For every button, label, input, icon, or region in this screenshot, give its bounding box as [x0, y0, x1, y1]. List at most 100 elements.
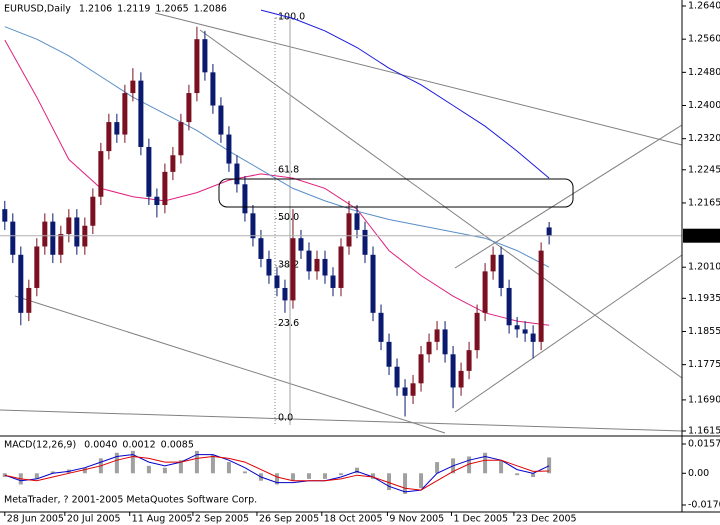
macd-bar: [355, 467, 360, 474]
fib-label: 38.2: [278, 259, 299, 270]
candle-body: [466, 350, 472, 371]
macd-bar: [274, 473, 279, 485]
x-tick-label: 2 Sep 2005: [195, 514, 249, 525]
y-tick-label: 1.2165: [688, 197, 720, 208]
candle-body: [354, 213, 360, 230]
y-tick-label: 0.0157: [688, 439, 720, 450]
signal-line: [4, 455, 550, 491]
candle-body: [370, 254, 376, 313]
macd-bar: [322, 473, 327, 479]
trend-line: [199, 29, 683, 379]
y-tick-label: 1.2560: [688, 34, 720, 45]
indicator-readout: 0.0040: [84, 440, 117, 451]
macd-bar: [403, 473, 408, 494]
macd-bar: [130, 450, 135, 474]
ohlc-readout: 1.2065: [155, 4, 188, 15]
candle-body: [482, 271, 488, 313]
macd-bar: [178, 460, 183, 474]
candle-body: [2, 209, 8, 222]
candle-body: [186, 93, 192, 123]
candle-body: [346, 213, 352, 247]
candle-body: [530, 333, 536, 342]
candle-body: [450, 354, 456, 388]
candle-body: [194, 39, 200, 94]
y-tick-label: 1.2320: [688, 133, 720, 144]
candle-body: [66, 217, 72, 235]
candle-body: [298, 238, 304, 251]
candle-body: [522, 329, 528, 334]
macd-bar: [114, 452, 119, 474]
candle-body: [498, 254, 504, 288]
x-tick-label: 9 Nov 2005: [389, 514, 444, 525]
macd-bar: [419, 473, 424, 489]
candle-body: [218, 105, 224, 135]
y-tick-label: 1.1775: [688, 359, 720, 370]
candle-body: [106, 122, 112, 152]
x-tick-label: 28 Jun 2005: [7, 514, 64, 525]
candle-body: [242, 184, 248, 214]
candle-body: [322, 258, 328, 276]
macd-line: [4, 454, 550, 493]
y-tick-label: 0.00: [688, 468, 709, 479]
ohlc-readout: 1.2086: [194, 4, 227, 15]
candle-body: [178, 122, 184, 156]
candle-body: [138, 80, 144, 147]
candle-body: [378, 312, 384, 342]
candle-body: [26, 287, 32, 313]
fib-label: 50.0: [278, 212, 299, 223]
y-tick-label: 1.2245: [688, 164, 720, 175]
indicator-title: MACD(12,26,9): [4, 440, 76, 451]
macd-bar: [547, 457, 552, 474]
price-marker-label: 1.2086: [687, 230, 720, 241]
candle-body: [90, 196, 96, 226]
macd-bar: [531, 473, 536, 478]
y-tick-label: 1.2400: [688, 100, 720, 111]
macd-bar: [435, 462, 440, 474]
candle-body: [34, 246, 40, 288]
macd-bar: [50, 471, 55, 474]
candle-body: [42, 221, 48, 247]
candle-body: [538, 250, 544, 342]
macd-bar: [387, 473, 392, 491]
macd-bar: [194, 450, 199, 474]
candle-body: [362, 229, 368, 255]
y-tick-label: 1.1855: [688, 326, 720, 337]
candle-body: [130, 80, 136, 94]
candle-body: [18, 254, 24, 313]
macd-bar: [242, 471, 247, 474]
candle-body: [314, 258, 320, 272]
candle-body: [330, 275, 336, 288]
fib-label: 23.6: [278, 318, 299, 329]
candle-body: [170, 155, 176, 172]
candle-body: [506, 287, 512, 326]
candle-body: [290, 238, 296, 301]
candle-body: [426, 341, 432, 355]
x-tick-label: 11 Aug 2005: [132, 514, 193, 525]
candle-body: [474, 312, 480, 351]
moving-average: [4, 39, 550, 326]
candle-body: [458, 370, 464, 388]
x-tick-label: 20 Jul 2005: [67, 514, 121, 525]
fib-label: 61.8: [278, 165, 299, 176]
candle-body: [434, 329, 440, 342]
candle-body: [234, 163, 240, 185]
moving-average: [260, 9, 550, 179]
candle-body: [98, 151, 104, 197]
candle-body: [202, 39, 208, 73]
y-tick-label: 1.1690: [688, 394, 720, 405]
x-tick-label: 26 Sep 2005: [259, 514, 319, 525]
candle-body: [490, 254, 496, 272]
candle-body: [410, 383, 416, 396]
y-tick-label: 1.2480: [688, 67, 720, 78]
macd-bar: [210, 454, 215, 474]
fib-label: 100.0: [278, 12, 305, 23]
candle-body: [282, 287, 288, 301]
fib-label: 0.0: [278, 412, 293, 423]
candle-body: [514, 325, 520, 330]
ohlc-readout: 1.2106: [79, 4, 112, 15]
macd-bar: [515, 473, 520, 476]
x-tick-label: 1 Dec 2005: [453, 514, 508, 525]
candle-body: [442, 329, 448, 355]
